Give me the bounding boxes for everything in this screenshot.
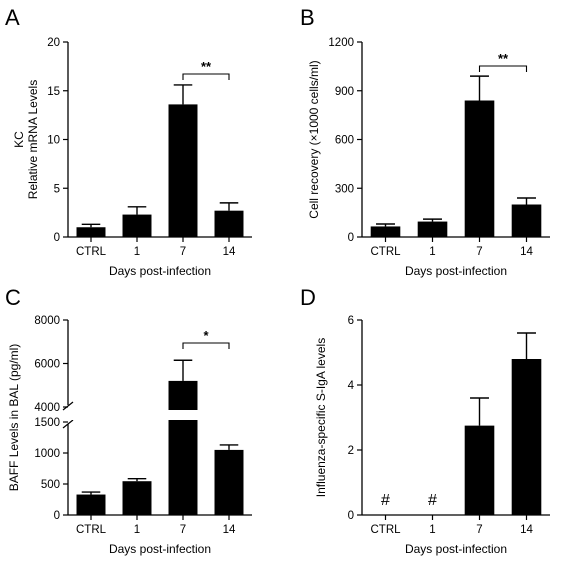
axis-break-mark	[62, 419, 74, 429]
significance-bracket	[182, 342, 230, 349]
bar	[168, 380, 198, 515]
x-tick-label: 1	[134, 524, 140, 536]
bar	[511, 359, 542, 515]
x-axis-title: Days post-infection	[405, 542, 507, 556]
y-tick-label: 15	[47, 86, 60, 98]
y-axis-title: Relative mRNA Levels	[26, 80, 40, 199]
chart-panel-b: B 0 300 600 900 1200 CTRL 1 7 14 ** Days post-infec…	[300, 5, 550, 278]
y-axis-title: KC	[12, 131, 26, 148]
x-tick-label: CTRL	[76, 246, 107, 258]
annotation-hash: #	[428, 492, 437, 509]
y-tick-label: 0	[348, 232, 354, 244]
y-tick-label: 600	[335, 135, 354, 147]
bar	[122, 481, 152, 515]
bar	[464, 100, 495, 237]
y-tick-label: 0	[54, 232, 60, 244]
significance-bracket	[182, 73, 230, 80]
x-tick-label: 1	[134, 246, 140, 258]
bar	[417, 221, 448, 237]
axis-break-gap	[69, 410, 253, 420]
x-tick-label: 1	[429, 524, 435, 536]
x-tick-label: CTRL	[76, 524, 107, 536]
y-tick-label: 4000	[34, 402, 60, 414]
x-tick-label: 7	[180, 246, 186, 258]
significance-label: *	[203, 328, 209, 343]
y-tick-label: 1500	[34, 417, 60, 429]
axis-break-mark	[62, 401, 74, 411]
significance-label: **	[498, 51, 509, 66]
x-axis-title: Days post-infection	[405, 264, 507, 278]
x-tick-label: 14	[520, 524, 533, 536]
y-tick-label: 6	[348, 315, 354, 327]
panel-letter: B	[300, 5, 315, 30]
bar	[370, 226, 401, 237]
x-tick-label: 14	[223, 246, 236, 258]
significance-bracket	[478, 65, 528, 72]
y-tick-label: 300	[335, 183, 354, 195]
significance-label: **	[201, 59, 212, 74]
chart-panel-a: A 0 5 10 15 20 CTRL 1 7 14 ** Days post-infection KC…	[5, 5, 252, 278]
x-axis-title: Days post-infection	[109, 264, 211, 278]
y-tick-label: 0	[348, 510, 354, 522]
y-tick-label: 5	[54, 183, 60, 195]
y-tick-label: 4	[348, 380, 355, 392]
bar	[214, 210, 244, 237]
y-tick-label: 10	[47, 135, 60, 147]
panel-letter: D	[300, 285, 316, 310]
annotation-hash: #	[381, 492, 390, 509]
y-tick-label: 1200	[328, 37, 354, 49]
y-tick-label: 900	[335, 86, 354, 98]
chart-panel-d: D 0 2 4 6 CTRL 1 7 14 # # Days post-infection Influe…	[300, 285, 550, 556]
y-tick-label: 1000	[34, 448, 60, 460]
bar	[168, 104, 198, 238]
y-tick-label: 8000	[34, 315, 60, 327]
bar	[214, 449, 244, 515]
x-tick-label: 7	[476, 246, 482, 258]
y-axis-title: Influenza-specific S-IgA levels	[314, 338, 328, 497]
y-tick-label: 0	[54, 510, 60, 522]
y-tick-label: 6000	[34, 359, 60, 371]
panel-letter: A	[5, 5, 20, 30]
x-axis-title: Days post-infection	[109, 542, 211, 556]
y-tick-label: 20	[47, 37, 60, 49]
y-tick-label: 2	[348, 445, 354, 457]
bar	[511, 204, 542, 237]
x-tick-label: CTRL	[370, 524, 401, 536]
x-tick-label: 1	[429, 246, 435, 258]
y-axis-title: Cell recovery (×1000 cells/ml)	[307, 60, 321, 218]
bar	[76, 494, 106, 515]
x-tick-label: 14	[223, 524, 236, 536]
chart-panel-c: C 0 500 1000 1500 4000 6000 8000 CTRL 1 7 14 * Days p…	[5, 285, 253, 556]
x-tick-label: CTRL	[370, 246, 401, 258]
x-tick-label: 7	[476, 524, 482, 536]
y-tick-label: 500	[41, 479, 60, 491]
bar	[464, 425, 495, 515]
y-axis-title: BAFF Levels in BAL (pg/ml)	[7, 344, 21, 492]
x-tick-label: 7	[180, 524, 186, 536]
bar	[122, 214, 152, 237]
bar	[76, 227, 106, 237]
panel-letter: C	[5, 285, 21, 310]
x-tick-label: 14	[520, 246, 533, 258]
